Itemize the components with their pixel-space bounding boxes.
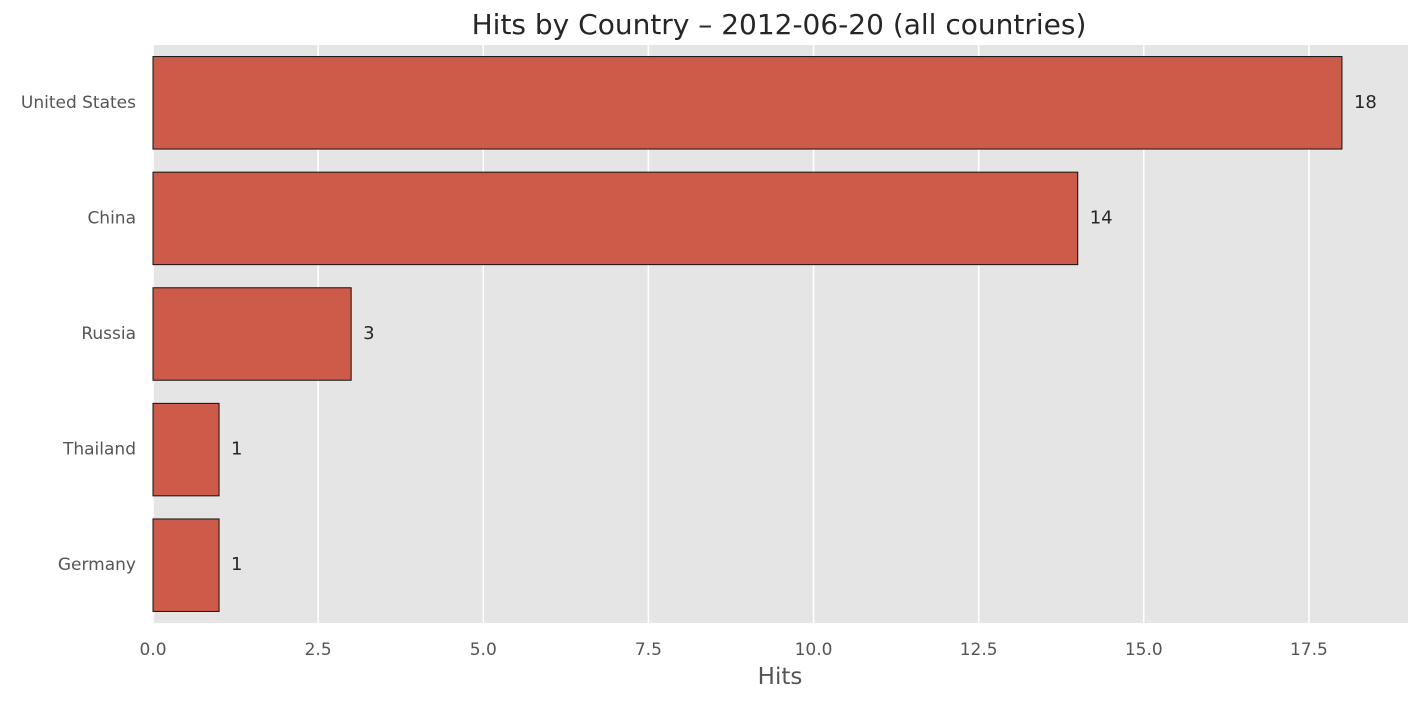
- y-axis-tick-labels: United States China Russia Thailand Germany: [21, 93, 136, 575]
- x-tick-label-2: 5.0: [470, 640, 497, 660]
- bar-thailand: [152, 402, 220, 497]
- y-tick-label-germany: Germany: [58, 555, 136, 575]
- bar-united-states: [152, 56, 1343, 150]
- bar-russia: [152, 287, 352, 381]
- bar-china: [152, 171, 1079, 266]
- chart-title: Hits by Country – 2012-06-20 (all countr…: [472, 8, 1087, 41]
- data-labels: 18 14 3 1 1: [231, 92, 1377, 575]
- bar-germany: [152, 518, 220, 612]
- data-label-united-states: 18: [1354, 92, 1377, 113]
- data-label-germany: 1: [231, 554, 242, 575]
- x-axis-label: Hits: [758, 664, 803, 690]
- data-label-russia: 3: [363, 323, 374, 344]
- y-tick-label-russia: Russia: [81, 324, 136, 344]
- x-tick-label-4: 10.0: [795, 640, 833, 660]
- data-label-china: 14: [1090, 207, 1113, 228]
- data-label-thailand: 1: [231, 439, 242, 460]
- x-tick-label-6: 15.0: [1125, 640, 1163, 660]
- x-tick-label-5: 12.5: [960, 640, 998, 660]
- bars: [152, 56, 1343, 612]
- x-tick-label-7: 17.5: [1290, 640, 1328, 660]
- y-tick-label-united-states: United States: [21, 93, 136, 113]
- x-tick-label-3: 7.5: [635, 640, 662, 660]
- y-tick-label-thailand: Thailand: [62, 440, 136, 460]
- x-axis-tick-labels: 0.0 2.5 5.0 7.5 10.0 12.5 15.0 17.5: [139, 640, 1327, 660]
- x-tick-label-0: 0.0: [139, 640, 166, 660]
- y-tick-label-china: China: [87, 208, 136, 228]
- x-tick-label-1: 2.5: [305, 640, 332, 660]
